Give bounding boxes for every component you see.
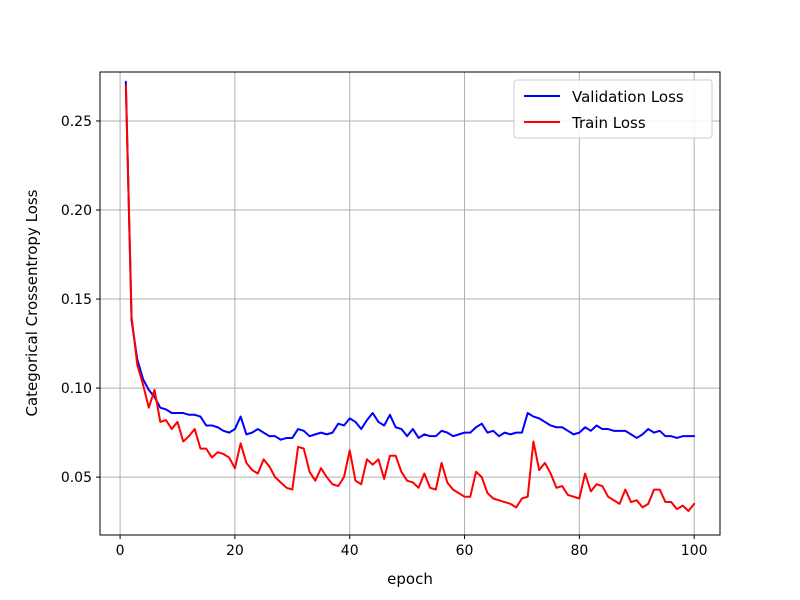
x-axis-label: epoch — [387, 570, 433, 588]
y-tick-label: 0.15 — [61, 292, 92, 308]
series-lines — [124, 80, 696, 512]
x-tick-label: 60 — [456, 543, 474, 559]
legend-label-validation: Validation Loss — [572, 88, 684, 106]
grid-lines — [100, 72, 720, 535]
y-tick-label: 0.25 — [61, 114, 92, 130]
legend-label-train: Train Loss — [571, 114, 646, 132]
series-line-train — [124, 84, 696, 512]
y-tick-label: 0.05 — [61, 470, 92, 486]
x-tick-label: 100 — [681, 543, 708, 559]
y-tick-label: 0.20 — [61, 203, 92, 219]
legend-box — [513, 79, 713, 139]
x-tick-label: 0 — [116, 543, 125, 559]
plot-frame — [99, 71, 721, 536]
y-axis-label: Categorical Crossentropy Loss — [23, 189, 41, 416]
legend: Validation Loss Train Loss — [513, 79, 713, 139]
x-tick-label: 20 — [226, 543, 244, 559]
series-line-validation — [124, 80, 696, 441]
x-tick-label: 40 — [341, 543, 359, 559]
y-tick-label: 0.10 — [61, 381, 92, 397]
axis-ticks: 0 20 40 60 80 100 0.05 0.10 0.15 0.20 0.25 — [61, 114, 708, 559]
x-tick-label: 80 — [570, 543, 588, 559]
